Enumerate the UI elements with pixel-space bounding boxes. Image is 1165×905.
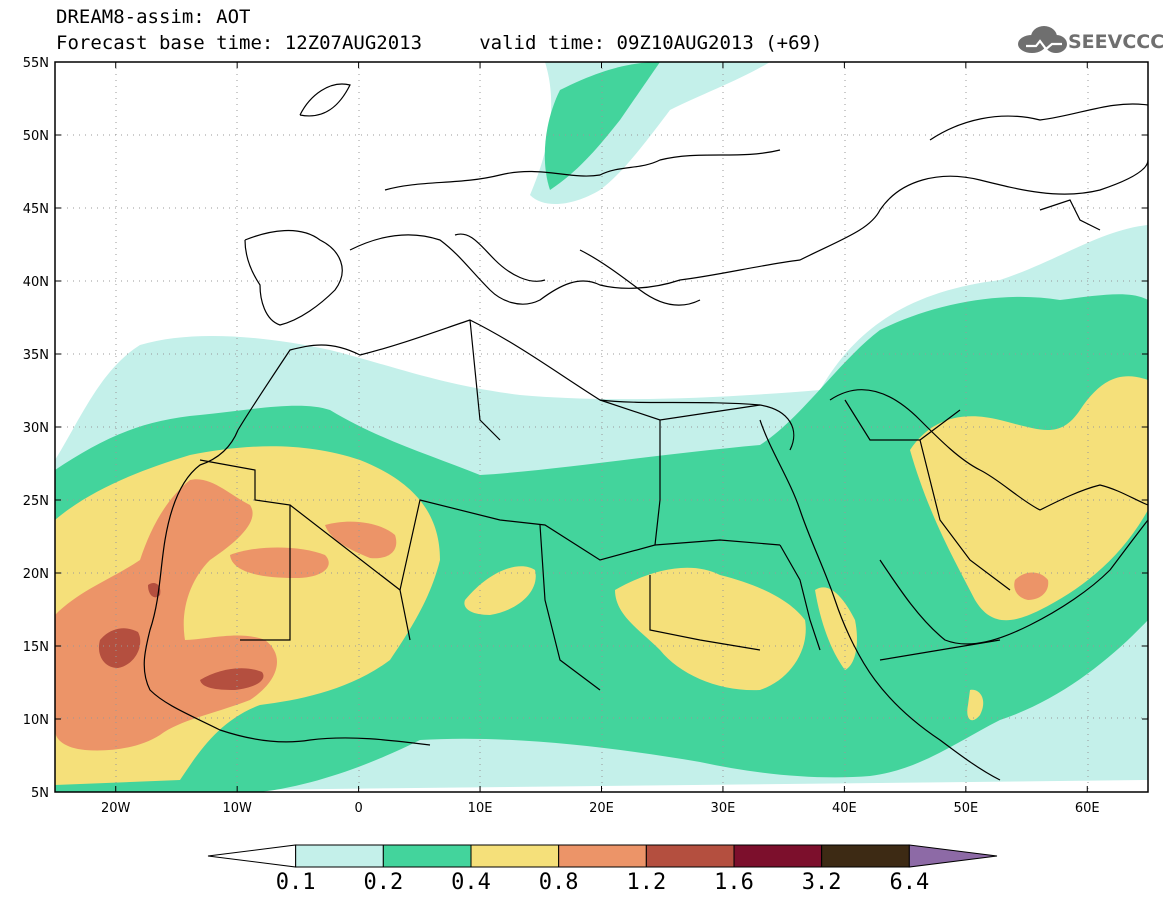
lat-tick-label: 35N (23, 348, 49, 363)
lon-tick-label: 30E (711, 801, 736, 816)
latitude-labels: 5N 10N 15N 20N 25N 30N 35N 40N 45N 50N 55N (23, 56, 49, 801)
lat-tick-label: 50N (23, 129, 49, 144)
colorbar-tick-label: 6.4 (889, 870, 930, 895)
logo-text: SEEVCCC (1068, 31, 1165, 53)
axis-ticks (55, 61, 1148, 793)
grid-lines (55, 62, 1148, 792)
lat-tick-label: 55N (23, 56, 49, 71)
colorbar-tick-label: 1.6 (714, 870, 754, 895)
lat-tick-label: 30N (23, 421, 49, 436)
lon-tick-label: 20W (101, 801, 131, 816)
lat-tick-label: 10N (23, 713, 49, 728)
lat-tick-label: 15N (23, 640, 49, 655)
colorbar-tick-label: 0.2 (363, 870, 404, 895)
lon-tick-label: 20E (589, 801, 614, 816)
lat-tick-label: 20N (23, 567, 49, 582)
colorbar-tick-label: 0.4 (451, 870, 491, 895)
lon-tick-label: 0 (354, 801, 362, 816)
colorbar-tick-label: 0.1 (275, 870, 316, 895)
lon-tick-label: 50E (953, 801, 978, 816)
lon-tick-label: 60E (1075, 801, 1100, 816)
lat-tick-label: 45N (23, 202, 49, 217)
aot-field (55, 62, 1148, 792)
longitude-labels: 20W 10W 0 10E 20E 30E 40E 50E 60E (101, 801, 1100, 816)
forecast-time-line: Forecast base time: 12Z07AUG2013 valid t… (56, 32, 823, 54)
lat-tick-label: 40N (23, 275, 49, 290)
lat-tick-label: 5N (31, 786, 49, 801)
colorbar-tick-label: 1.2 (626, 870, 667, 895)
aot-contour-1.2 (98, 583, 264, 690)
colorbar-tick-label: 3.2 (801, 870, 842, 895)
lat-tick-label: 25N (23, 494, 49, 509)
colorbar-tick-label: 0.8 (538, 870, 579, 895)
seevccc-logo (1018, 26, 1067, 53)
lon-tick-label: 10E (468, 801, 493, 816)
lon-tick-label: 40E (832, 801, 857, 816)
lon-tick-label: 10W (222, 801, 252, 816)
map-title: DREAM8-assim: AOT (56, 6, 251, 28)
coastlines-borders (143, 83, 1148, 781)
cloud-icon (1018, 26, 1067, 53)
